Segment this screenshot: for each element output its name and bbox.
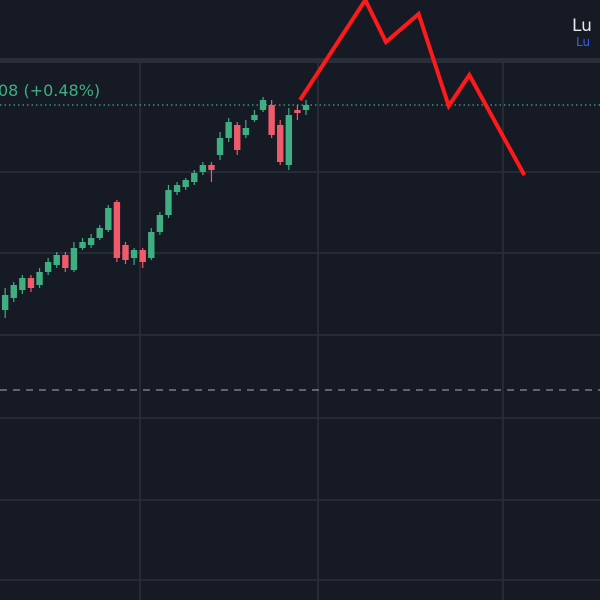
candle-body [216,138,224,155]
brand: Lu [572,16,592,36]
candle-body [268,105,275,135]
candle-body [191,173,198,182]
candle-body [294,110,301,113]
candle-body [234,125,241,150]
candle-body [225,122,232,138]
forecast-line [298,0,527,176]
candle-body [242,128,250,135]
candle-body [165,190,172,215]
candle-body [44,262,52,272]
candle-body [113,202,121,258]
pane-border [0,58,600,63]
candle-body [259,100,267,110]
price-change: 08 (+0.48%) [0,81,100,100]
grid [0,63,600,600]
candle-body [53,255,60,265]
candle-body [130,250,138,258]
candle-body [182,180,189,187]
brand-sub: Lu [576,35,590,49]
candle-body [62,255,69,268]
candle-body [1,295,9,310]
candle-body [36,272,43,285]
candle-body [19,278,26,290]
candle-body [70,248,78,270]
candle-body [302,105,310,110]
candle-body [10,285,17,298]
candle-body [251,115,258,120]
candle-body [87,238,95,245]
candle-body [105,208,112,230]
candle-body [139,250,146,262]
candle-body [277,125,284,162]
candle-body [208,165,215,170]
candle-body [96,228,103,238]
candle-body [148,232,155,258]
candle-body [199,165,207,172]
candle-body [173,185,181,192]
candle-body [27,278,35,288]
candle-body [156,215,164,232]
candle-body [79,242,86,248]
candle-body [122,245,129,260]
candle-body [285,115,293,165]
